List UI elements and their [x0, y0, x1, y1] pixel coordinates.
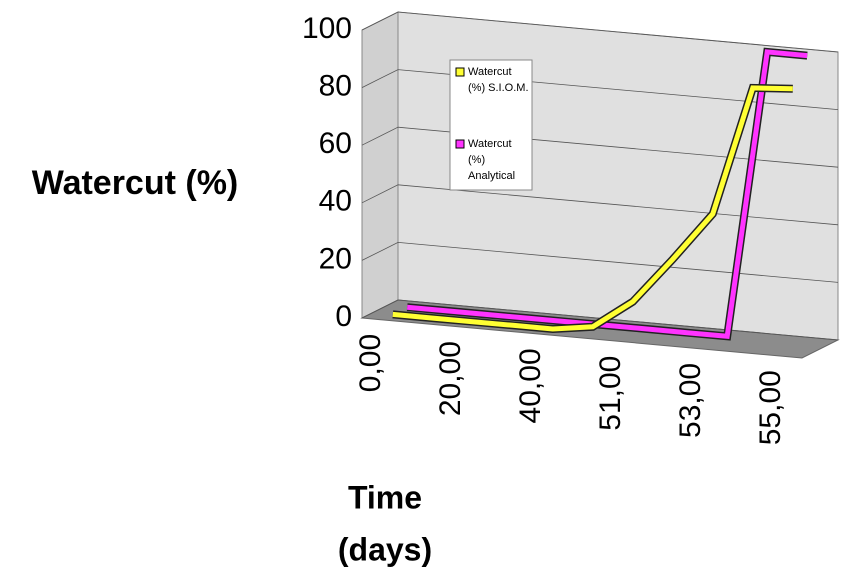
x-axis-title: Time	[348, 479, 422, 515]
x-tick-label: 51,00	[594, 356, 627, 431]
y-tick-label: 20	[319, 242, 352, 275]
legend-label: Watercut (%) S.I.O.M.	[468, 66, 529, 94]
y-tick-label: 100	[302, 12, 352, 45]
x-axis-title: (days)	[338, 531, 432, 567]
legend-swatch	[455, 67, 465, 77]
x-tick-label: 53,00	[674, 363, 707, 438]
legend-swatch	[455, 139, 465, 149]
y-axis-title: Watercut (%)	[32, 164, 239, 202]
legend-box	[449, 59, 533, 191]
grid-line	[361, 241, 839, 283]
x-tick-label: 40,00	[514, 348, 547, 423]
grid-line	[361, 184, 839, 226]
series-line	[406, 49, 808, 340]
grid-line	[361, 299, 839, 341]
y-tick-label: 60	[319, 127, 352, 160]
x-tick-label: 0,00	[354, 334, 387, 392]
x-tick-label: 20,00	[434, 341, 467, 416]
y-tick-label: 40	[319, 185, 352, 218]
grid-line	[361, 126, 839, 168]
grid-line	[361, 11, 839, 53]
x-tick-label: 55,00	[754, 370, 787, 445]
side-wall	[361, 11, 399, 319]
legend-label: Watercut (%) Analytical	[468, 138, 515, 182]
y-tick-label: 0	[335, 300, 352, 333]
y-tick-label: 80	[319, 70, 352, 103]
series-line	[392, 85, 793, 332]
grid-line	[361, 69, 839, 110]
